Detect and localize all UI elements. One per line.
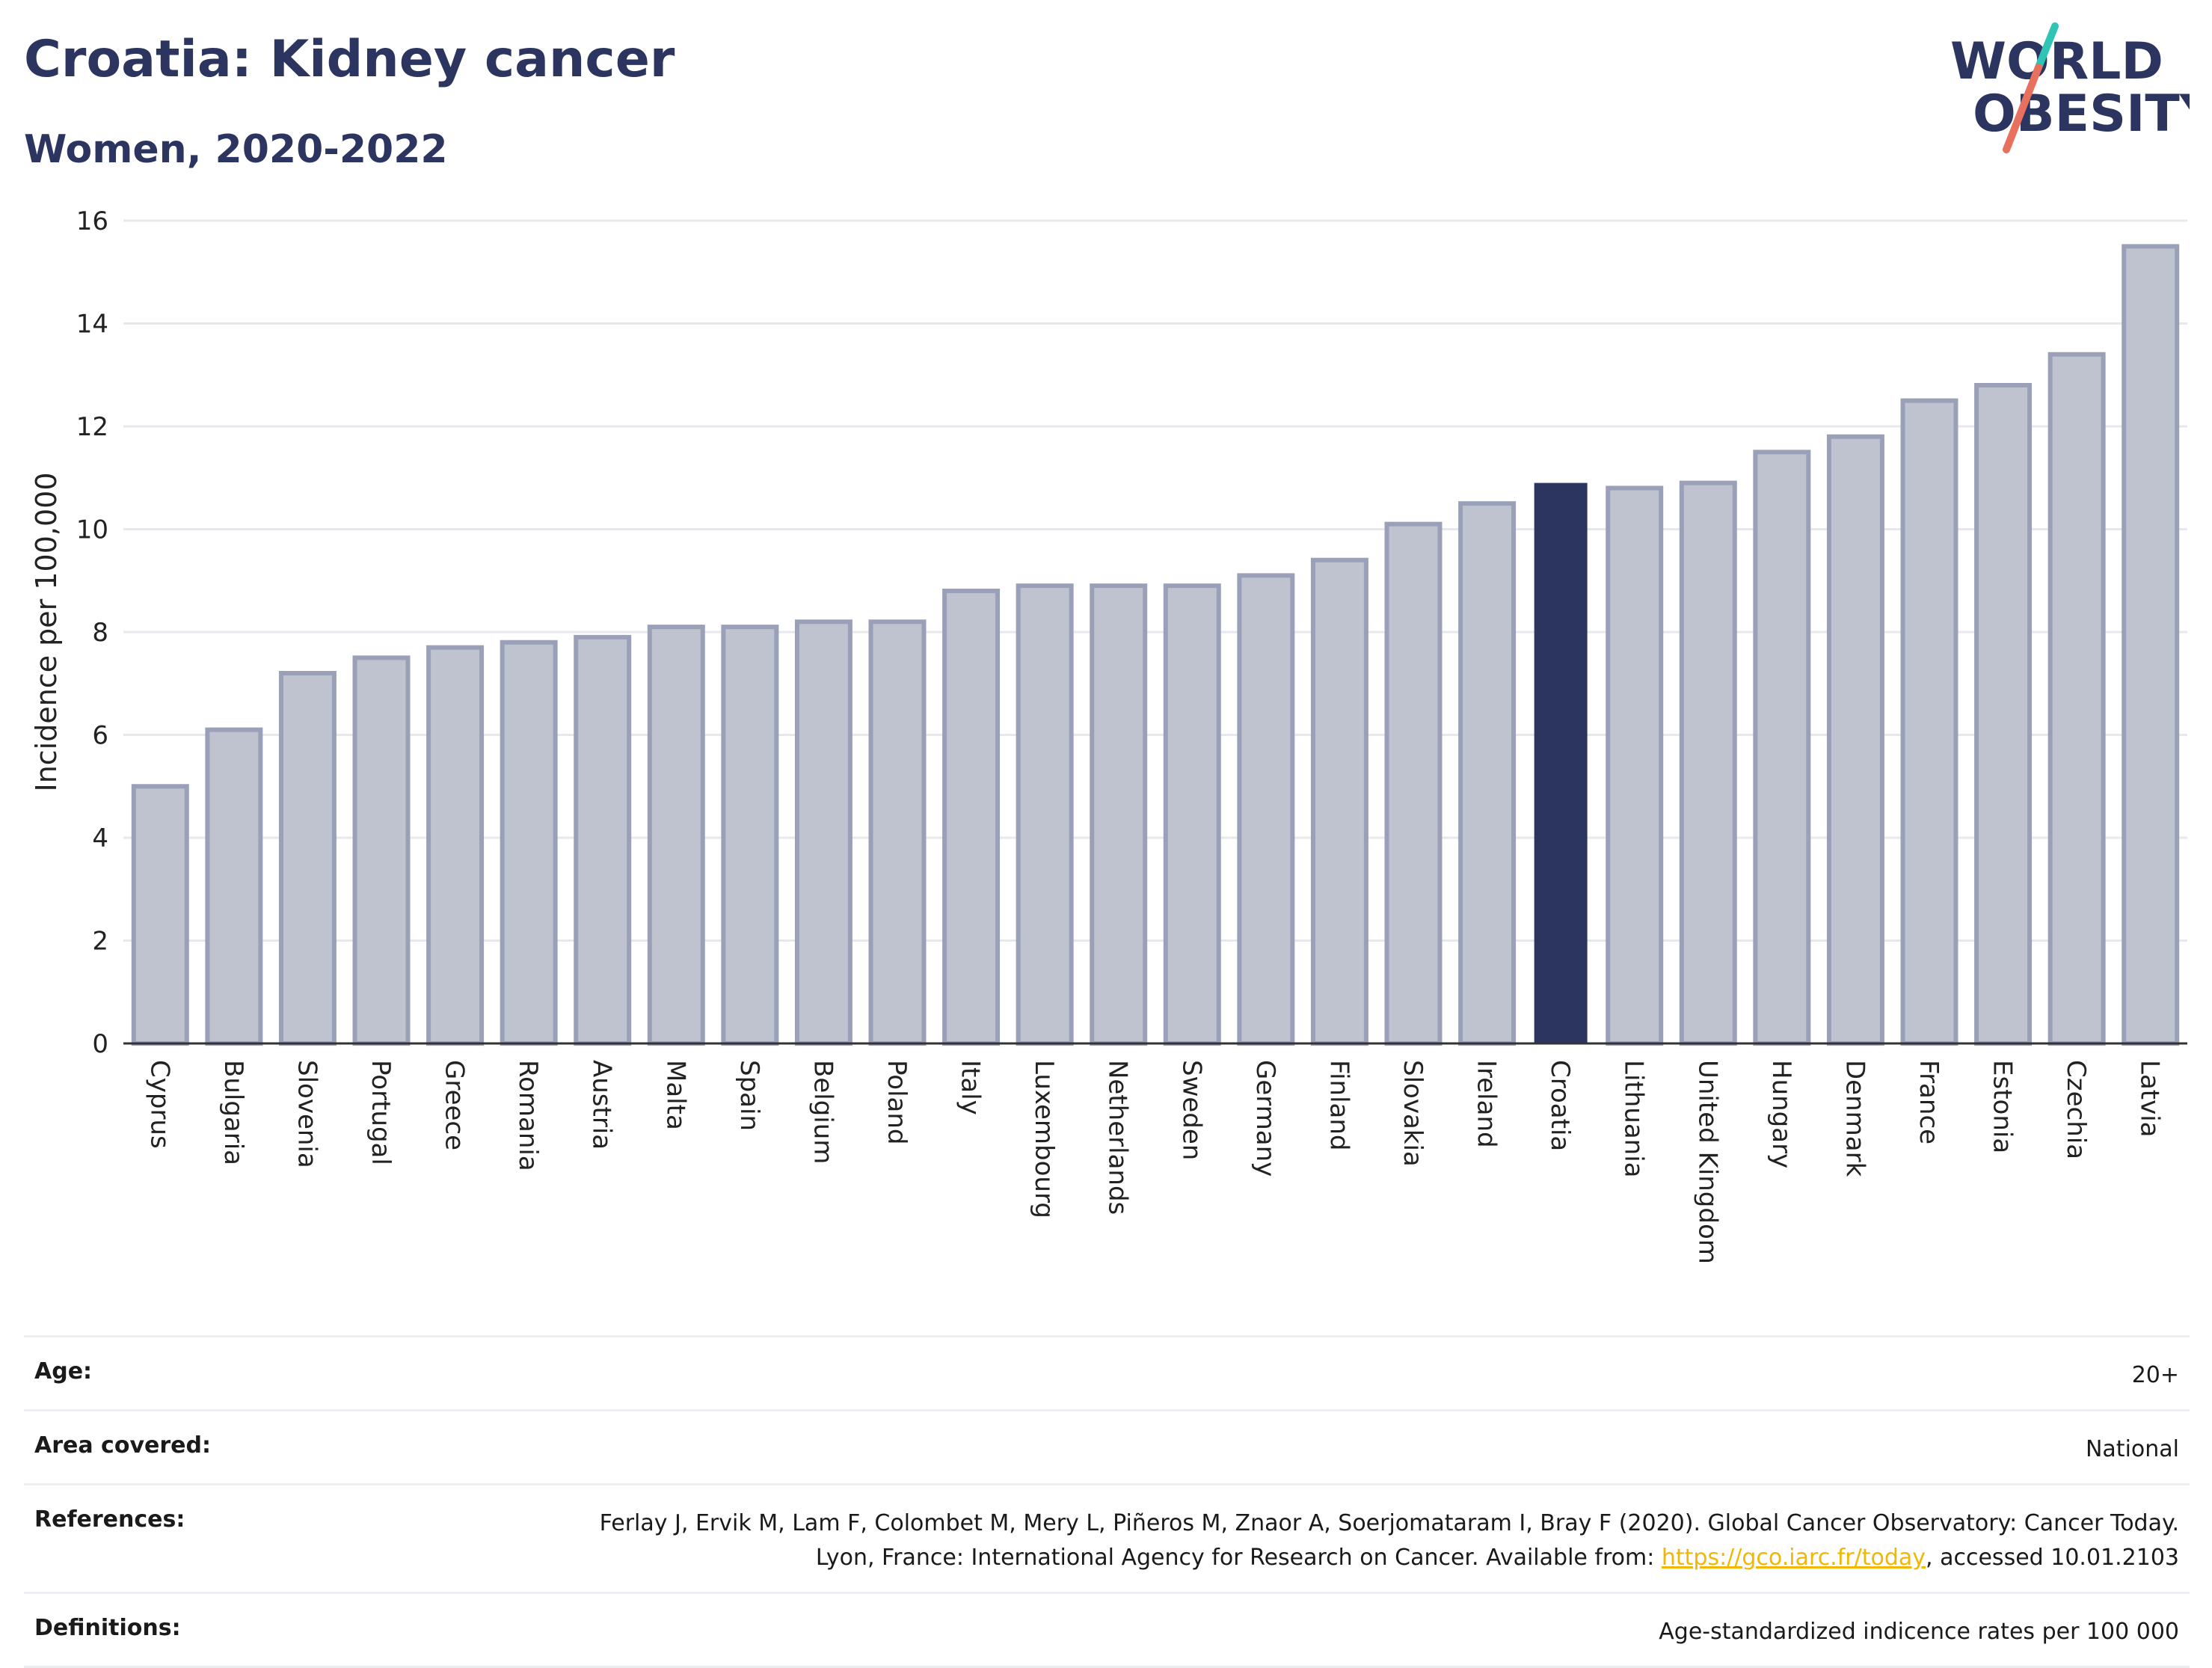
- x-tick-label: Poland: [882, 1060, 912, 1145]
- bar-chart: 0 2 4 6 8 10 12 14 16 Incidence per 100,000 Cyprus…: [30, 206, 2187, 1264]
- logo-slash-teal: [2035, 22, 2059, 71]
- y-axis-label: Incidence per 100,000: [30, 472, 63, 791]
- bar-greece: [426, 645, 485, 1046]
- x-tick-label: Ireland: [1472, 1060, 1502, 1148]
- bar-finland: [1310, 557, 1368, 1046]
- bar-latvia: [2122, 244, 2180, 1046]
- x-tick-label: Italy: [956, 1060, 986, 1115]
- y-tick-label: 4: [92, 824, 108, 853]
- age-value: 20+: [2131, 1362, 2179, 1388]
- bar-hungary: [1753, 450, 1811, 1046]
- x-tick-label: Hungary: [1766, 1060, 1796, 1168]
- x-tick-label: Latvia: [2135, 1060, 2165, 1138]
- y-tick-label: 6: [92, 721, 108, 751]
- references-link[interactable]: https://gco.iarc.fr/today: [1661, 1545, 1926, 1571]
- x-tick-label: Lithuania: [1619, 1060, 1649, 1177]
- bar-bulgaria: [205, 727, 263, 1046]
- bar-denmark: [1826, 434, 1884, 1046]
- definitions-label: Definitions:: [34, 1615, 181, 1641]
- y-tick-label: 16: [76, 206, 108, 236]
- x-tick-label: Spain: [734, 1060, 764, 1131]
- y-tick-label: 14: [76, 310, 108, 340]
- area-label: Area covered:: [34, 1432, 211, 1459]
- bar-germany: [1237, 573, 1295, 1046]
- bar-malta: [647, 625, 705, 1046]
- y-tick-label: 10: [76, 515, 108, 545]
- logo-line1: WORLD: [1950, 32, 2163, 91]
- x-tick-label: Austria: [587, 1060, 617, 1150]
- bar-sweden: [1163, 583, 1221, 1046]
- y-tick-label: 12: [76, 412, 108, 442]
- x-tick-label: Cyprus: [144, 1060, 174, 1149]
- x-tick-label: Greece: [440, 1060, 470, 1150]
- bar-france: [1900, 398, 1958, 1046]
- bar-ireland: [1458, 501, 1517, 1046]
- x-tick-label: Bulgaria: [218, 1060, 248, 1165]
- bar-italy: [942, 589, 1001, 1046]
- x-tick-label: Romania: [513, 1060, 543, 1171]
- x-tick-label: Denmark: [1840, 1060, 1870, 1177]
- x-tick-label: Sweden: [1176, 1060, 1206, 1160]
- x-tick-label: Netherlands: [1103, 1060, 1133, 1215]
- bar-spain: [721, 625, 779, 1046]
- x-tick-label: Belgium: [808, 1060, 838, 1164]
- bar-estonia: [1974, 383, 2033, 1046]
- bar-netherlands: [1090, 583, 1148, 1046]
- x-tick-label: Malta: [660, 1060, 690, 1130]
- x-tick-label: Luxembourg: [1029, 1060, 1059, 1218]
- x-tick-label: Slovakia: [1398, 1060, 1428, 1167]
- bar-croatia: [1534, 482, 1588, 1043]
- x-tick-label: France: [1914, 1060, 1944, 1144]
- references-text: Ferlay J, Ervik M, Lam F, Colombet M, Me…: [599, 1510, 2179, 1571]
- bar-portugal: [352, 655, 411, 1046]
- info-row-references: References: Ferlay J, Ervik M, Lam F, Co…: [24, 1483, 2190, 1592]
- x-tick-label: Croatia: [1545, 1060, 1575, 1151]
- bar-belgium: [794, 619, 852, 1046]
- info-table: Age: 20+ Area covered: National Referenc…: [24, 1335, 2190, 1668]
- bar-luxembourg: [1016, 583, 1074, 1046]
- x-tick-label: Estonia: [1988, 1060, 2018, 1153]
- page-title: Croatia: Kidney cancer: [24, 30, 675, 89]
- bar-lithuania: [1606, 485, 1664, 1046]
- y-tick-label: 0: [92, 1029, 108, 1059]
- bar-slovenia: [278, 671, 337, 1046]
- y-tick-label: 8: [92, 618, 108, 648]
- info-row-definitions: Definitions: Age-standardized indicence …: [24, 1592, 2190, 1668]
- bar-poland: [868, 619, 927, 1046]
- bar-united-kingdom: [1679, 480, 1737, 1046]
- bar-austria: [574, 634, 632, 1046]
- x-tick-label: Czechia: [2061, 1060, 2091, 1159]
- x-tick-label: Finland: [1324, 1060, 1354, 1151]
- age-label: Age:: [34, 1358, 93, 1385]
- info-row-age: Age: 20+: [24, 1335, 2190, 1409]
- bar-romania: [500, 640, 558, 1046]
- x-tick-label: Slovenia: [292, 1060, 322, 1168]
- references-value: Ferlay J, Ervik M, Lam F, Colombet M, Me…: [571, 1506, 2179, 1575]
- x-tick-label: Germany: [1250, 1060, 1280, 1177]
- x-tick-label: Portugal: [366, 1060, 396, 1165]
- page-subtitle: Women, 2020-2022: [24, 127, 448, 172]
- bar-cyprus: [131, 784, 189, 1046]
- logo-line2: OBESITY: [1973, 85, 2190, 144]
- logo-slash-coral: [2003, 64, 2042, 153]
- references-text-end: , accessed 10.01.2103: [1926, 1545, 2179, 1571]
- area-value: National: [2085, 1436, 2179, 1462]
- bar-czechia: [2047, 352, 2106, 1046]
- definitions-value: Age-standardized indicence rates per 100…: [1659, 1619, 2179, 1645]
- bar-slovakia: [1384, 521, 1443, 1046]
- y-tick-label: 2: [92, 927, 108, 957]
- info-row-area: Area covered: National: [24, 1409, 2190, 1483]
- world-obesity-logo: WORLD OBESITY: [1950, 22, 2190, 153]
- x-tick-label: United Kingdom: [1692, 1060, 1722, 1264]
- references-label: References:: [34, 1506, 185, 1533]
